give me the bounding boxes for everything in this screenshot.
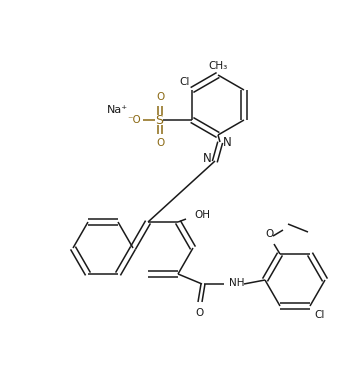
Text: O: O [156,138,164,148]
Text: O: O [266,229,274,239]
Text: Na⁺: Na⁺ [106,105,127,115]
Text: ⁻O: ⁻O [127,115,141,125]
Text: O: O [196,308,204,318]
Text: N: N [223,137,232,150]
Text: O: O [156,92,164,102]
Text: CH₃: CH₃ [208,61,228,71]
Text: N: N [203,153,212,165]
Text: S: S [155,114,163,127]
Text: NH: NH [229,278,245,288]
Text: OH: OH [194,210,210,220]
Text: Cl: Cl [180,77,190,87]
Text: Cl: Cl [314,310,324,320]
